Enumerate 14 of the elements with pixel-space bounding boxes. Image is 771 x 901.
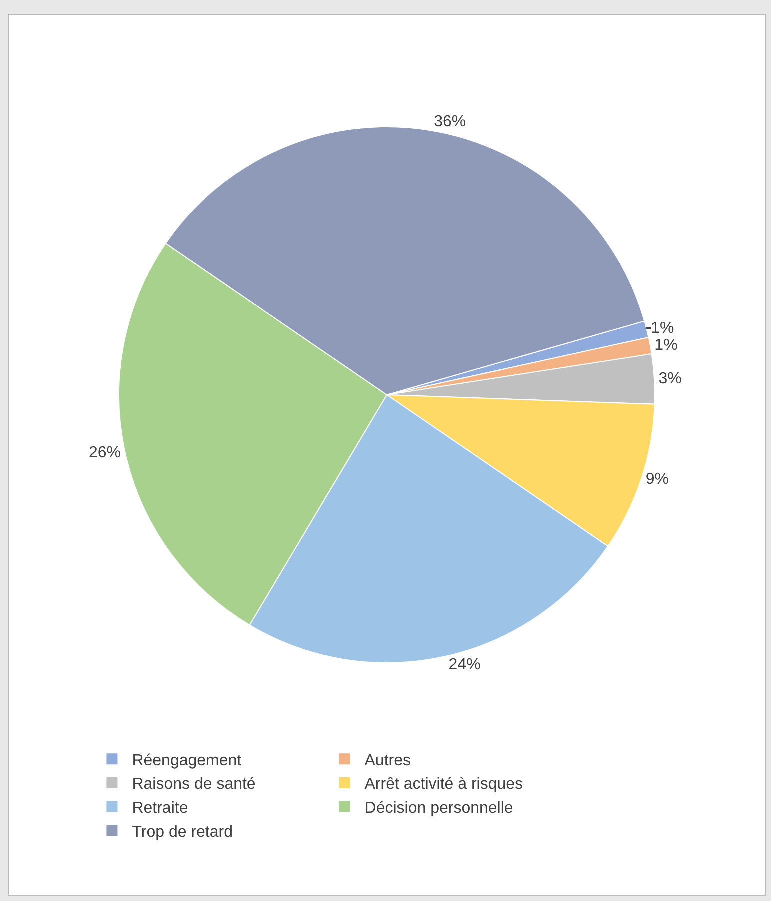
legend-label: Décision personnelle [364,800,514,817]
data-label: 36% [434,114,466,131]
legend-label: Trop de retard [132,824,233,841]
legend-label: Raisons de santé [132,776,256,794]
data-label: 1% [651,320,674,337]
data-label: 9% [646,471,669,488]
legend-label: Réengagement [132,752,242,770]
data-label: 1% [654,336,678,354]
legend-label: Retraite [132,800,188,817]
data-label: 26% [88,444,121,462]
legend-label: Autres [364,752,412,770]
data-label: 3% [658,370,682,388]
data-label: 24% [448,656,481,674]
legend-label: Arrêt activité à risques [364,776,524,794]
